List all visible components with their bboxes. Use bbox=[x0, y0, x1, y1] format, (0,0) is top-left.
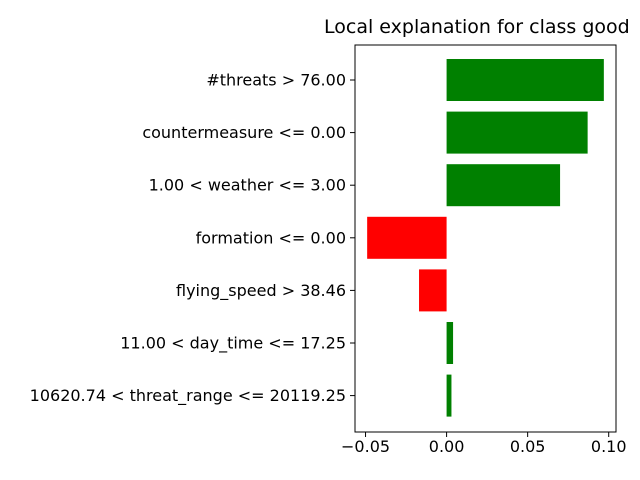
bar-2 bbox=[446, 164, 561, 207]
bar-5 bbox=[446, 322, 454, 364]
ytick-label-2: 1.00 < weather <= 3.00 bbox=[149, 176, 346, 195]
bars-layer bbox=[367, 59, 604, 417]
chart-title: Local explanation for class good bbox=[324, 16, 630, 38]
ytick-label-1: countermeasure <= 0.00 bbox=[142, 123, 346, 142]
xtick-label-2: 0.05 bbox=[510, 437, 546, 456]
bar-4 bbox=[419, 269, 447, 312]
bar-0 bbox=[446, 59, 604, 101]
labels-layer: #threats > 76.00 countermeasure <= 0.00 1.… bbox=[30, 71, 627, 457]
ytick-label-6: 10620.74 < threat_range <= 20119.25 bbox=[30, 386, 346, 406]
axes-frame bbox=[354, 44, 617, 433]
ytick-label-3: formation <= 0.00 bbox=[196, 228, 346, 247]
ytick-label-4: flying_speed > 38.46 bbox=[176, 281, 346, 301]
bar-6 bbox=[446, 374, 452, 417]
xtick-label-3: 0.10 bbox=[591, 437, 627, 456]
ytick-label-0: #threats > 76.00 bbox=[206, 71, 346, 90]
xtick-label-0: −0.05 bbox=[341, 437, 390, 456]
bar-1 bbox=[446, 111, 588, 154]
xtick-label-1: 0.00 bbox=[429, 437, 465, 456]
axes-layer bbox=[350, 44, 617, 437]
ytick-label-5: 11.00 < day_time <= 17.25 bbox=[120, 334, 346, 354]
bar-3 bbox=[367, 216, 447, 259]
